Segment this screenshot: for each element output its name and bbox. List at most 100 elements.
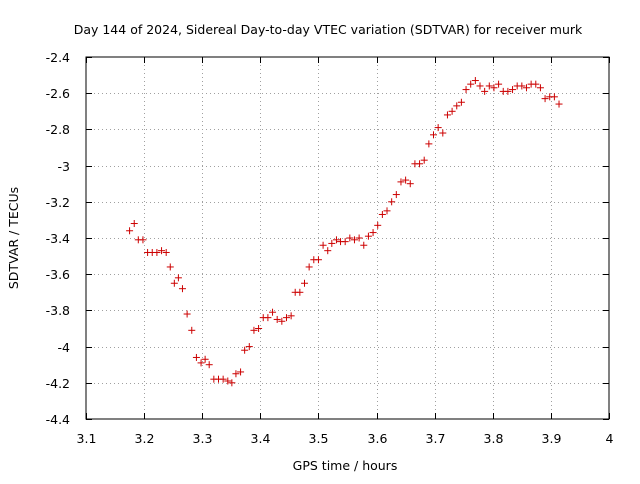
y-tick-label: -3.4 [46, 231, 70, 246]
data-point [170, 279, 178, 287]
data-point [509, 86, 517, 94]
data-point [364, 232, 372, 240]
data-point [341, 238, 349, 246]
data-point [197, 359, 205, 367]
data-point [448, 107, 456, 115]
data-point [328, 239, 336, 247]
data-point [162, 248, 170, 256]
data-point [192, 353, 200, 361]
y-tick-label: -2.6 [46, 86, 70, 101]
data-point [467, 80, 475, 88]
data-point [457, 98, 465, 106]
data-point [219, 375, 227, 383]
data-point [416, 160, 424, 168]
x-tick-label: 3.8 [484, 431, 504, 446]
data-point [392, 191, 400, 199]
data-point [264, 314, 272, 322]
data-point [532, 80, 540, 88]
data-point [462, 86, 470, 94]
y-tick-label: -4.2 [46, 376, 70, 391]
data-point [434, 124, 442, 132]
x-tick-label: 3.7 [426, 431, 446, 446]
data-point [178, 285, 186, 293]
y-tick-label: -4.4 [46, 412, 70, 427]
data-point [278, 317, 286, 325]
data-point [183, 310, 191, 318]
data-point [397, 178, 405, 186]
data-point [481, 87, 489, 95]
data-point [174, 274, 182, 282]
data-point [300, 279, 308, 287]
data-point [430, 131, 438, 139]
x-tick-label: 3.3 [193, 431, 213, 446]
data-point [126, 227, 134, 235]
data-point [255, 325, 263, 332]
data-point [332, 236, 340, 244]
data-point [439, 129, 447, 137]
data-point [504, 87, 512, 95]
data-point [130, 220, 138, 228]
x-tick-label: 3.5 [309, 431, 329, 446]
data-point [388, 198, 396, 206]
y-tick-label: -4 [58, 340, 71, 355]
data-point [296, 288, 304, 296]
data-point [541, 95, 549, 103]
data-point [378, 210, 386, 218]
data-point [282, 314, 290, 322]
x-axis-tick-labels: 3.1 3.2 3.3 3.4 3.5 3.6 3.7 3.8 3.9 4 [77, 431, 614, 446]
axis-ticks [86, 57, 610, 420]
y-tick-label: -3.8 [46, 303, 70, 318]
data-point [360, 241, 368, 249]
data-point [550, 93, 558, 101]
data-point [287, 312, 295, 320]
data-point [555, 100, 563, 108]
data-point [383, 207, 391, 215]
data-point [518, 82, 526, 90]
data-point [205, 361, 213, 369]
x-tick-label: 3.6 [368, 431, 388, 446]
data-point [490, 84, 498, 92]
data-point [305, 263, 313, 271]
x-tick-label: 3.9 [542, 431, 562, 446]
data-point [536, 84, 544, 92]
data-point [319, 241, 327, 249]
y-tick-label: -2.4 [46, 50, 70, 65]
data-point [139, 236, 147, 244]
y-tick-label: -2.8 [46, 122, 70, 137]
data-point [350, 236, 358, 244]
data-point [374, 221, 382, 229]
chart-title: Day 144 of 2024, Sidereal Day-to-day VTE… [74, 22, 583, 37]
data-point [224, 377, 232, 385]
x-axis-label: GPS time / hours [293, 458, 398, 473]
data-point [273, 315, 281, 323]
data-points [126, 77, 563, 387]
data-point [369, 229, 377, 237]
data-point [522, 84, 530, 92]
data-point [250, 326, 258, 334]
grid [86, 57, 609, 419]
data-point [443, 111, 451, 119]
y-tick-label: -3.2 [46, 195, 70, 210]
data-point [324, 247, 332, 255]
y-tick-label: -3.6 [46, 267, 70, 282]
data-point [314, 256, 322, 264]
data-point [241, 346, 249, 354]
x-tick-label: 3.1 [77, 431, 97, 446]
data-point [346, 234, 354, 242]
data-point [153, 248, 161, 256]
data-point [269, 308, 277, 316]
data-point [402, 176, 410, 184]
data-point [425, 140, 433, 148]
data-point [476, 82, 484, 90]
data-point [406, 180, 414, 188]
data-point [188, 326, 196, 334]
data-point [453, 102, 461, 110]
x-tick-label: 3.4 [251, 431, 271, 446]
data-point [228, 379, 236, 387]
data-point [158, 247, 166, 255]
y-axis-tick-labels: -2.4 -2.6 -2.8 -3 -3.2 -3.4 -3.6 -3.8 -4 -4.2 -4.4 [46, 50, 70, 427]
y-tick-label: -3 [58, 159, 70, 174]
